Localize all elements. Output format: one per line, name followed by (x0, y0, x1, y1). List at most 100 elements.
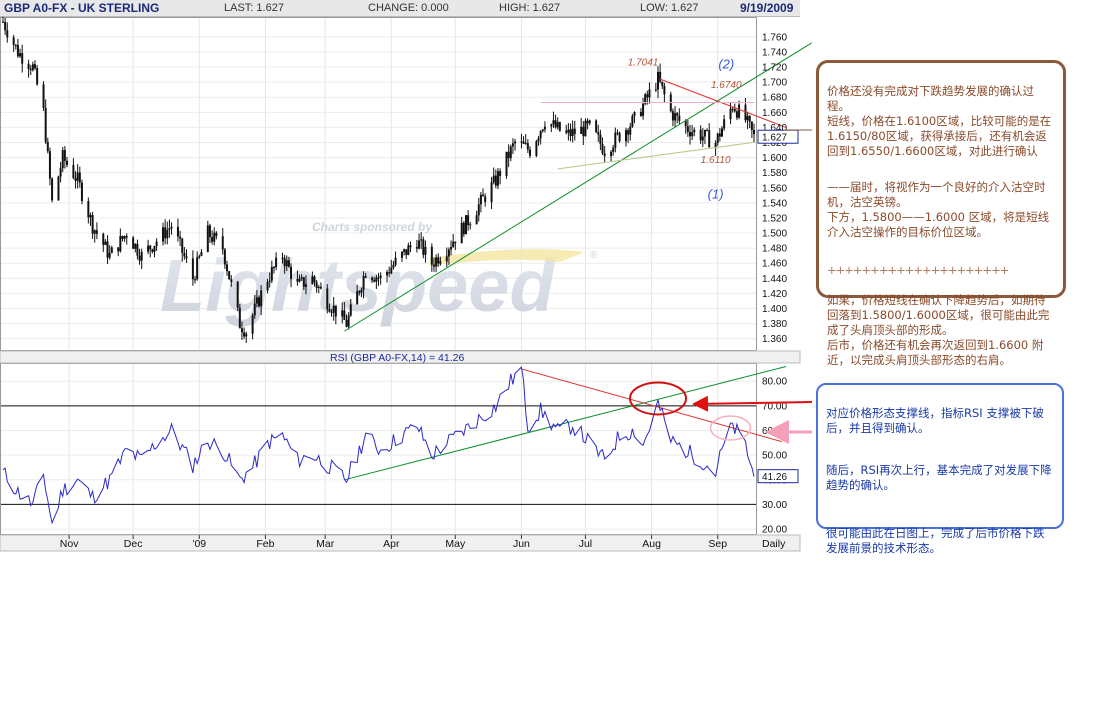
rsi-tick-label: 30.00 (762, 500, 787, 511)
price-candle-body (12, 37, 15, 45)
price-candle-body (51, 178, 54, 201)
price-tick-label: 1.400 (762, 304, 787, 315)
price-candle-body (420, 239, 423, 241)
price-tick-label: 1.480 (762, 244, 787, 255)
price-candle-body (330, 311, 333, 313)
price-candle-body (191, 258, 194, 280)
price-candle-body (509, 146, 512, 159)
price-candle-body (552, 120, 555, 125)
price-last-value-label: 1.627 (762, 133, 787, 144)
price-trendlines (344, 42, 812, 332)
price-candle-body (44, 107, 47, 142)
rsi-last-value-label: 41.26 (762, 472, 787, 483)
price-candle-body (450, 246, 453, 250)
price-candle-body (93, 230, 96, 234)
price-candle-body (648, 89, 651, 98)
price-candle-body (394, 257, 397, 265)
price-tick-label: 1.380 (762, 319, 787, 330)
blue-note-p3: 很可能由此在日图上，完成了后市价格下跌发展前景的技术形态。 (826, 526, 1045, 555)
price-candle-body (358, 291, 361, 293)
price-candle-body (138, 255, 141, 261)
price-candle-body (300, 277, 303, 279)
price-candle-body (27, 63, 30, 70)
price-candle-body (78, 172, 81, 183)
price-candle-body (659, 71, 662, 82)
price-tick-label: 1.580 (762, 168, 787, 179)
price-candle-body (183, 252, 186, 257)
price-candle-body (654, 89, 657, 91)
price-candle-body (19, 53, 22, 57)
price-candle-body (334, 305, 337, 317)
rsi-reference-lines (1, 405, 756, 505)
price-candle-body (686, 126, 689, 132)
price-candle-body (375, 277, 378, 282)
price-candle-body (731, 108, 734, 110)
date-tick-label: Jul (579, 538, 592, 550)
date-tick-label: May (445, 538, 466, 550)
price-candle-body (176, 226, 179, 237)
price-candle-body (170, 226, 173, 229)
price-candle-body (720, 128, 723, 137)
price-candle-body (125, 236, 128, 238)
price-candle-body (236, 281, 239, 308)
price-tick-label: 1.680 (762, 93, 787, 104)
price-candle-body (597, 132, 600, 135)
date-tick-label: Mar (316, 538, 335, 550)
price-candle-body (688, 131, 691, 137)
price-candle-body (674, 113, 677, 121)
price-candle-body (208, 225, 211, 238)
price-tick-label: 1.440 (762, 274, 787, 285)
price-candle-body (268, 280, 271, 283)
price-candle-body (253, 303, 256, 316)
price-candle-body (362, 276, 365, 290)
price-candle-body (266, 282, 269, 291)
price-candle-body (251, 315, 254, 334)
price-candle-body (479, 194, 482, 205)
price-candle-body (240, 328, 243, 333)
price-candle-body (584, 120, 587, 137)
price-candle-body (520, 141, 523, 143)
price-candle-body (567, 129, 570, 133)
price-candle-body (588, 120, 591, 124)
price-annotation-label: 1.6740 (711, 80, 742, 91)
price-tick-label: 1.660 (762, 108, 787, 119)
price-candle-body (162, 227, 165, 242)
price-candle-body (66, 160, 69, 165)
watermark-registered-mark: ® (590, 250, 598, 261)
price-candle-body (460, 222, 463, 244)
price-tick-label: 1.740 (762, 47, 787, 58)
price-candle-body (744, 104, 747, 121)
price-candle-body (74, 178, 77, 181)
price-candle-body (304, 284, 307, 287)
price-candle-body (582, 126, 585, 137)
price-candle-body (633, 112, 636, 116)
price-candle-body (164, 227, 167, 239)
price-candle-body (238, 307, 241, 329)
date-tick-label: '09 (192, 538, 206, 550)
price-candle-body (48, 151, 51, 179)
price-candle-body (181, 238, 184, 253)
price-candle-body (89, 215, 92, 218)
price-candle-body (656, 71, 659, 90)
price-candle-body (119, 236, 122, 252)
price-candle-body (693, 129, 696, 133)
price-candle-body (556, 122, 559, 128)
price-candle-body (373, 279, 376, 282)
price-tick-label: 1.460 (762, 259, 787, 270)
price-candle-body (691, 132, 694, 137)
price-candle-body (6, 30, 9, 38)
price-candle-body (601, 144, 604, 154)
price-candle-body (59, 168, 62, 177)
price-candle-body (703, 129, 706, 137)
price-trendline-2 (557, 137, 787, 170)
price-candle-body (315, 282, 318, 288)
price-candle-body (140, 251, 143, 261)
watermark-sponsor-text: Charts sponsored by (312, 220, 433, 234)
price-series (2, 16, 755, 344)
price-candle-body (341, 310, 344, 317)
rsi-highlights (628, 381, 752, 441)
date-axis: Nov Dec '09 Feb Mar Apr May Jun Jul Aug Sep (60, 535, 727, 550)
red-callout-arrow (692, 395, 813, 412)
brown-note-divider: +++++++++++++++++++++ (827, 263, 1009, 277)
